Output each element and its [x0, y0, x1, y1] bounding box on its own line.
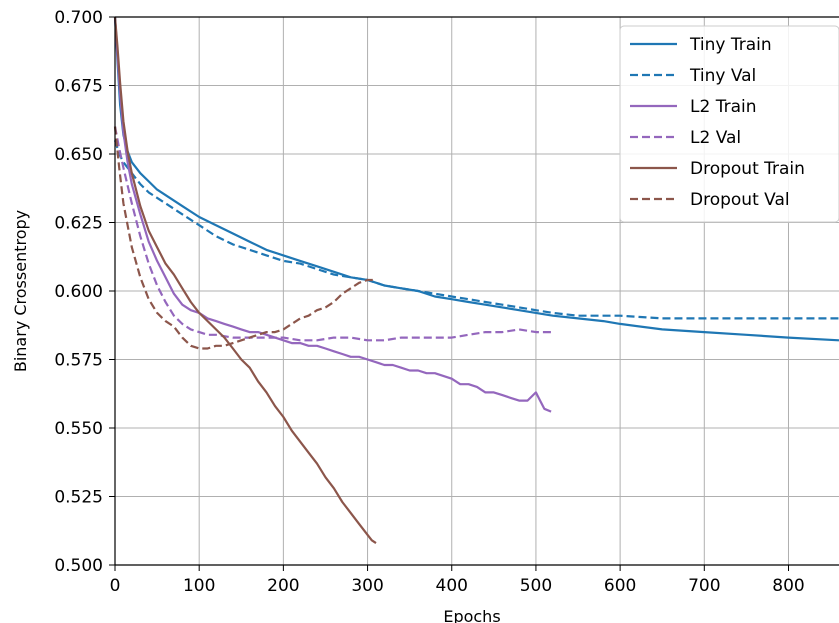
x-tick-label: 700: [688, 576, 720, 596]
y-tick-label: 0.525: [54, 488, 103, 508]
axis-ticks: 0 100 200 300 400 500 600 700 800 0.500 0.525 0.550…: [54, 8, 804, 596]
legend-label-l2-train: L2 Train: [690, 97, 756, 117]
series-line-tiny-train: [113, 16, 839, 342]
series-lines: [113, 16, 839, 545]
legend-label-tiny-train: Tiny Train: [689, 35, 772, 55]
x-tick-label: 200: [267, 576, 299, 596]
y-tick-label: 0.675: [54, 77, 103, 97]
y-tick-label: 0.575: [54, 351, 103, 371]
legend-label-dropout-train: Dropout Train: [690, 159, 805, 179]
series-line-dropout-val: [113, 126, 376, 350]
y-tick-label: 0.650: [54, 145, 103, 165]
legend: Tiny Train Tiny Val L2 Train L2 Val Dropout …: [619, 25, 839, 223]
x-tick-label: 600: [604, 576, 636, 596]
series-line-l2-val: [113, 126, 552, 342]
y-tick-label: 0.550: [54, 419, 103, 439]
legend-box: [619, 25, 839, 223]
series-line-tiny-val: [113, 139, 839, 320]
legend-label-tiny-val: Tiny Val: [689, 66, 756, 86]
y-tick-label: 0.500: [54, 556, 103, 576]
legend-label-l2-val: L2 Val: [690, 128, 741, 148]
y-tick-label: 0.625: [54, 214, 103, 234]
legend-label-dropout-val: Dropout Val: [690, 190, 790, 210]
y-axis-label: Binary Crossentropy: [11, 210, 30, 372]
series-line-l2-train: [113, 16, 552, 413]
y-tick-label: 0.700: [54, 8, 103, 28]
series-line-dropout-train: [113, 16, 377, 545]
x-tick-label: 800: [772, 576, 804, 596]
x-tick-label: 100: [183, 576, 215, 596]
x-tick-label: 0: [110, 576, 121, 596]
x-tick-label: 300: [351, 576, 383, 596]
x-tick-label: 400: [436, 576, 468, 596]
x-tick-label: 500: [520, 576, 552, 596]
x-axis-label: Epochs: [443, 607, 500, 623]
y-tick-label: 0.600: [54, 282, 103, 302]
